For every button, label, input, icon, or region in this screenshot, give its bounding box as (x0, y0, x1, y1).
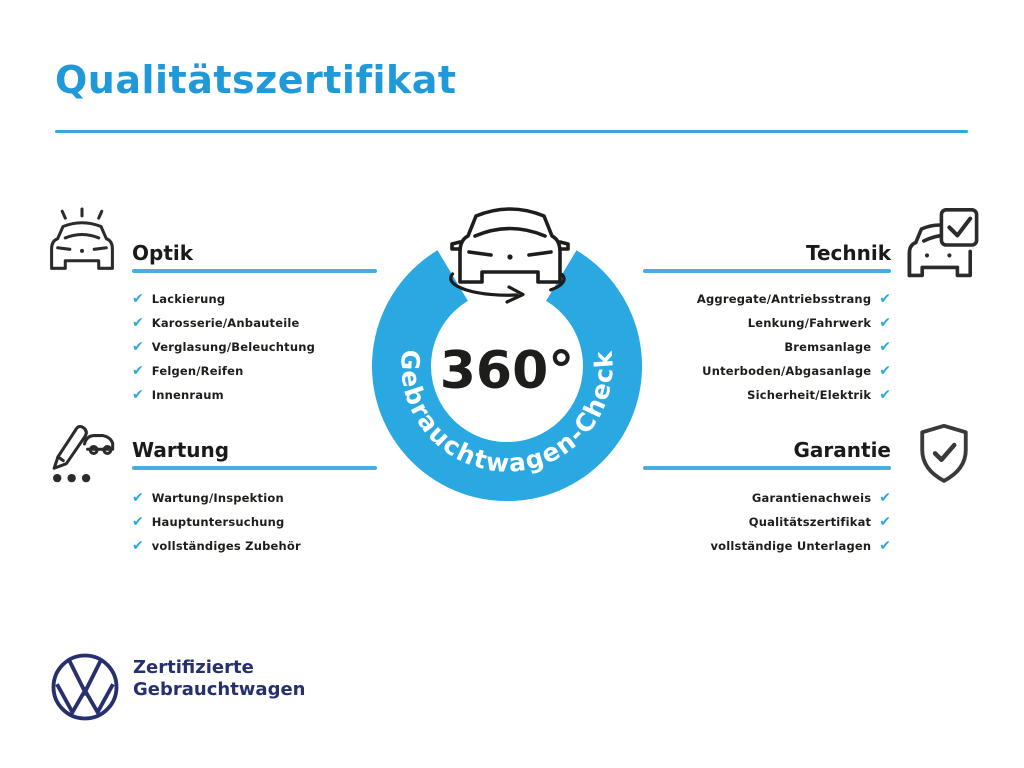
optik-checklist: ✔ Lackierung ✔ Karosserie/Anbauteile ✔ Verg… (132, 287, 315, 407)
optik-underline (132, 269, 377, 273)
check-icon: ✔ (132, 339, 144, 355)
check-icon: ✔ (879, 339, 891, 355)
check-icon: ✔ (879, 514, 891, 530)
section-heading-wartung: Wartung (132, 438, 230, 462)
check-icon: ✔ (879, 315, 891, 331)
check-icon: ✔ (132, 291, 144, 307)
list-item: ✔ Karosserie/Anbauteile (132, 315, 300, 331)
section-heading-optik: Optik (132, 241, 194, 265)
garantie-underline (643, 466, 891, 470)
list-item: Sicherheit/Elektrik ✔ (747, 387, 891, 403)
list-item: ✔ Innenraum (132, 387, 224, 403)
list-item: ✔ Verglasung/Beleuchtung (132, 339, 316, 355)
brand-line-1: Zertifizierte (133, 657, 254, 678)
brand-text: Zertifizierte Gebrauchtwagen (133, 657, 305, 701)
360-check-badge: Gebrauchtwagen-Check 360° (357, 190, 657, 514)
check-icon: ✔ (132, 490, 144, 506)
check-icon: ✔ (132, 387, 144, 403)
section-heading-technik: Technik (805, 241, 891, 265)
list-item: Garantienachweis ✔ (751, 490, 891, 506)
list-item: Qualitätszertifikat ✔ (748, 514, 891, 530)
badge-ring (372, 250, 642, 501)
list-item: ✔ Felgen/Reifen (132, 363, 244, 379)
list-item: Unterboden/Abgasanlage ✔ (702, 363, 891, 379)
pen-checklist-car-icon (42, 412, 118, 488)
list-item: ✔ Wartung/Inspektion (132, 490, 284, 506)
check-icon: ✔ (132, 514, 144, 530)
garantie-checklist: Garantienachweis ✔ Qualitätszertifikat ✔ v… (710, 486, 891, 558)
section-heading-garantie: Garantie (793, 438, 892, 462)
vw-logo (50, 652, 120, 722)
title-divider (55, 130, 968, 133)
shiny-car-icon (44, 206, 120, 282)
check-icon: ✔ (132, 363, 144, 379)
list-item: ✔ Lackierung (132, 291, 226, 307)
page-title: Qualitätszertifikat (55, 58, 457, 102)
wartung-checklist: ✔ Wartung/Inspektion ✔ Hauptuntersuchung ✔… (132, 486, 301, 558)
shield-check-icon (912, 420, 976, 488)
rotating-car-icon (449, 207, 570, 304)
brand-line-2: Gebrauchtwagen (133, 679, 306, 700)
check-icon: ✔ (879, 363, 891, 379)
list-item: ✔ Hauptuntersuchung (132, 514, 285, 530)
list-item: Aggregate/Antriebsstrang ✔ (696, 291, 891, 307)
list-item: ✔ vollständiges Zubehör (132, 538, 301, 554)
car-with-checkbox-icon (903, 205, 983, 285)
check-icon: ✔ (879, 490, 891, 506)
check-icon: ✔ (879, 538, 891, 554)
check-icon: ✔ (132, 315, 144, 331)
check-icon: ✔ (879, 387, 891, 403)
list-item: vollständige Unterlagen ✔ (710, 538, 891, 554)
technik-checklist: Aggregate/Antriebsstrang ✔ Lenkung/Fahrwe… (697, 287, 891, 407)
technik-underline (643, 269, 891, 273)
list-item: Bremsanlage ✔ (784, 339, 891, 355)
list-item: Lenkung/Fahrwerk ✔ (747, 315, 891, 331)
check-icon: ✔ (879, 291, 891, 307)
badge-center-label: 360° (440, 341, 575, 401)
wartung-underline (132, 466, 377, 470)
check-icon: ✔ (132, 538, 144, 554)
